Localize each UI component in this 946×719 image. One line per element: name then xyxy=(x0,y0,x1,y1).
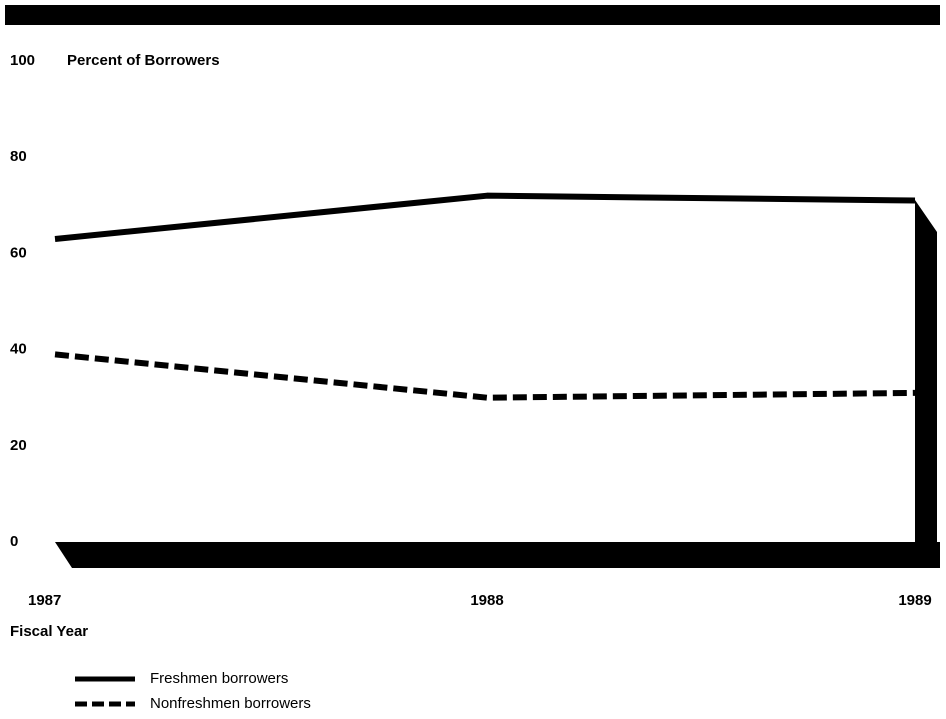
series-line xyxy=(54,192,916,242)
x-tick-label: 1988 xyxy=(470,592,503,609)
x-tick-label: 1989 xyxy=(898,592,931,609)
header-bar xyxy=(5,5,940,25)
x-axis-label: Fiscal Year xyxy=(10,623,88,640)
y-tick-label: 80 xyxy=(10,148,27,165)
legend-label: Freshmen borrowers xyxy=(150,670,288,687)
floor xyxy=(55,542,940,568)
legend-label: Nonfreshmen borrowers xyxy=(150,695,311,712)
y-tick-label: 0 xyxy=(10,533,18,550)
y-tick-label: 20 xyxy=(10,437,27,454)
y-tick-label: 100 xyxy=(10,52,35,69)
y-axis-label: Percent of Borrowers xyxy=(67,52,220,69)
y-tick-label: 60 xyxy=(10,244,27,261)
y-tick-label: 40 xyxy=(10,341,27,358)
series-line xyxy=(54,351,916,401)
x-tick-label: 1987 xyxy=(28,592,61,609)
side-wall xyxy=(915,200,937,568)
